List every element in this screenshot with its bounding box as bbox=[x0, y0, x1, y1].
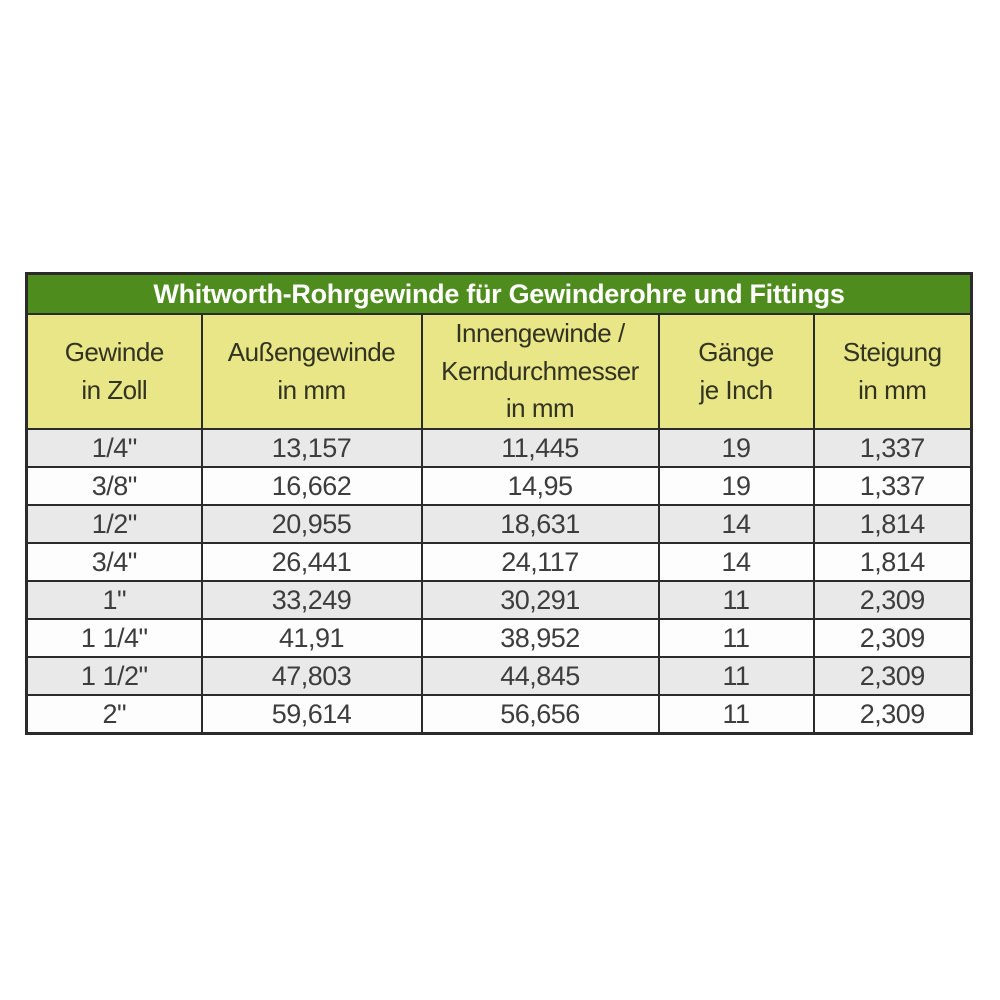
table-row: 2" 59,614 56,656 11 2,309 bbox=[25, 694, 973, 735]
table-cell: 2,309 bbox=[812, 694, 973, 735]
table-cell: 1 1/2" bbox=[25, 656, 203, 697]
table-cell: 19 bbox=[657, 466, 815, 507]
thread-spec-table: Whitworth-Rohrgewinde für Gewinderohre u… bbox=[25, 272, 974, 736]
table-row: 1 1/4" 41,91 38,952 11 2,309 bbox=[25, 618, 973, 659]
table-cell: 1,337 bbox=[812, 428, 973, 469]
table-cell: 14,95 bbox=[420, 466, 660, 507]
table-cell: 11 bbox=[657, 694, 815, 735]
table-title: Whitworth-Rohrgewinde für Gewinderohre u… bbox=[25, 272, 973, 315]
table-cell: 14 bbox=[657, 504, 815, 545]
table-cell: 1/2" bbox=[25, 504, 203, 545]
column-header-steigung: Steigung in mm bbox=[812, 312, 973, 431]
column-header-innengewinde: Innengewinde / Kerndurchmesser in mm bbox=[420, 312, 660, 431]
table-cell: 1,337 bbox=[812, 466, 973, 507]
column-header-aussengewinde: Außengewinde in mm bbox=[200, 312, 423, 431]
table-row: 1 1/2" 47,803 44,845 11 2,309 bbox=[25, 656, 973, 697]
table-cell: 3/4" bbox=[25, 542, 203, 583]
title-row: Whitworth-Rohrgewinde für Gewinderohre u… bbox=[25, 272, 973, 315]
table-cell: 14 bbox=[657, 542, 815, 583]
table-cell: 1,814 bbox=[812, 504, 973, 545]
column-header-gewinde-in-zoll: Gewinde in Zoll bbox=[25, 312, 203, 431]
table-cell: 38,952 bbox=[420, 618, 660, 659]
table-cell: 24,117 bbox=[420, 542, 660, 583]
table-cell: 2,309 bbox=[812, 618, 973, 659]
table-cell: 1" bbox=[25, 580, 203, 621]
column-header-row: Gewinde in Zoll Außengewinde in mm Innen… bbox=[25, 312, 973, 431]
table-cell: 1/4" bbox=[25, 428, 203, 469]
table-cell: 1,814 bbox=[812, 542, 973, 583]
table-row: 1/2" 20,955 18,631 14 1,814 bbox=[25, 504, 973, 545]
table-cell: 11 bbox=[657, 656, 815, 697]
table-cell: 2" bbox=[25, 694, 203, 735]
table-cell: 44,845 bbox=[420, 656, 660, 697]
table-row: 3/4" 26,441 24,117 14 1,814 bbox=[25, 542, 973, 583]
table-row: 3/8" 16,662 14,95 19 1,337 bbox=[25, 466, 973, 507]
table-cell: 3/8" bbox=[25, 466, 203, 507]
table-cell: 19 bbox=[657, 428, 815, 469]
table-cell: 30,291 bbox=[420, 580, 660, 621]
table-cell: 47,803 bbox=[200, 656, 423, 697]
table-cell: 11 bbox=[657, 618, 815, 659]
table-cell: 2,309 bbox=[812, 656, 973, 697]
table-cell: 2,309 bbox=[812, 580, 973, 621]
table-cell: 1 1/4" bbox=[25, 618, 203, 659]
table-row: 1/4" 13,157 11,445 19 1,337 bbox=[25, 428, 973, 469]
table-cell: 59,614 bbox=[200, 694, 423, 735]
table-cell: 13,157 bbox=[200, 428, 423, 469]
table-cell: 41,91 bbox=[200, 618, 423, 659]
table-cell: 16,662 bbox=[200, 466, 423, 507]
column-header-gaenge-je-inch: Gänge je Inch bbox=[657, 312, 815, 431]
table-cell: 11 bbox=[657, 580, 815, 621]
table-cell: 26,441 bbox=[200, 542, 423, 583]
table-cell: 20,955 bbox=[200, 504, 423, 545]
table-row: 1" 33,249 30,291 11 2,309 bbox=[25, 580, 973, 621]
table-cell: 18,631 bbox=[420, 504, 660, 545]
table-cell: 11,445 bbox=[420, 428, 660, 469]
table-cell: 56,656 bbox=[420, 694, 660, 735]
table-cell: 33,249 bbox=[200, 580, 423, 621]
